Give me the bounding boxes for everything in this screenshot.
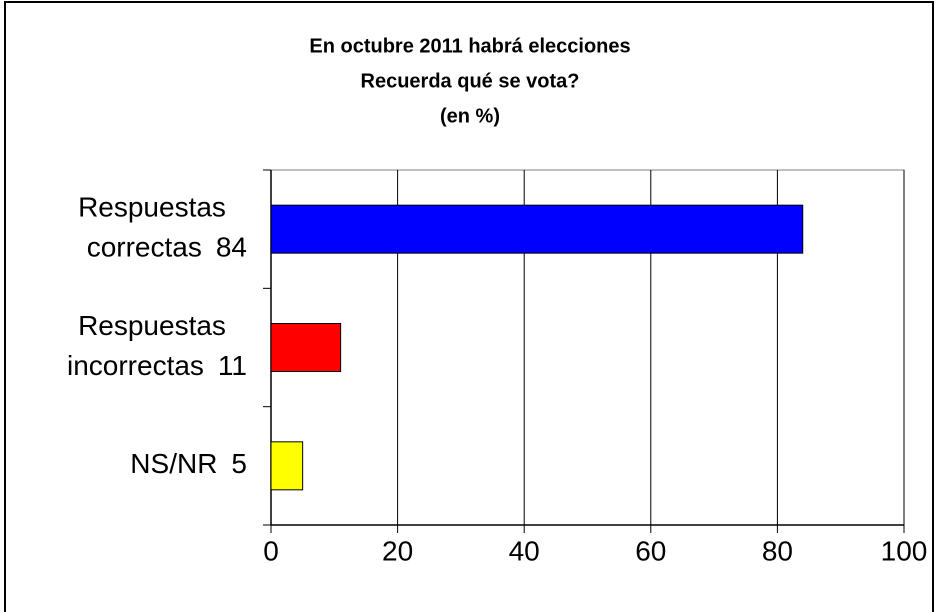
- data-label: 11: [218, 350, 247, 381]
- x-tick-label: 100: [881, 535, 928, 566]
- y-tick-label: Respuestas: [78, 192, 226, 223]
- data-label: 5: [231, 448, 247, 479]
- chart-title: (en %): [440, 105, 500, 127]
- y-tick-label: correctas: [87, 232, 202, 263]
- chart-title: En octubre 2011 habrá elecciones: [309, 35, 630, 57]
- y-tick-label: incorrectas: [67, 350, 204, 381]
- y-tick-label: NS/NR: [130, 448, 217, 479]
- chart-frame: [4, 1, 934, 612]
- x-tick-label: 20: [382, 535, 413, 566]
- x-tick-label: 40: [509, 535, 540, 566]
- bar: [270, 441, 304, 491]
- y-tick-label: Respuestas: [78, 310, 226, 341]
- x-tick-label: 80: [762, 535, 793, 566]
- x-tick-label: 60: [635, 535, 666, 566]
- data-label: 84: [216, 232, 247, 263]
- bar: [270, 204, 804, 254]
- x-tick-label: 0: [263, 535, 279, 566]
- chart-title: Recuerda qué se vota?: [361, 70, 580, 92]
- bar: [270, 323, 342, 372]
